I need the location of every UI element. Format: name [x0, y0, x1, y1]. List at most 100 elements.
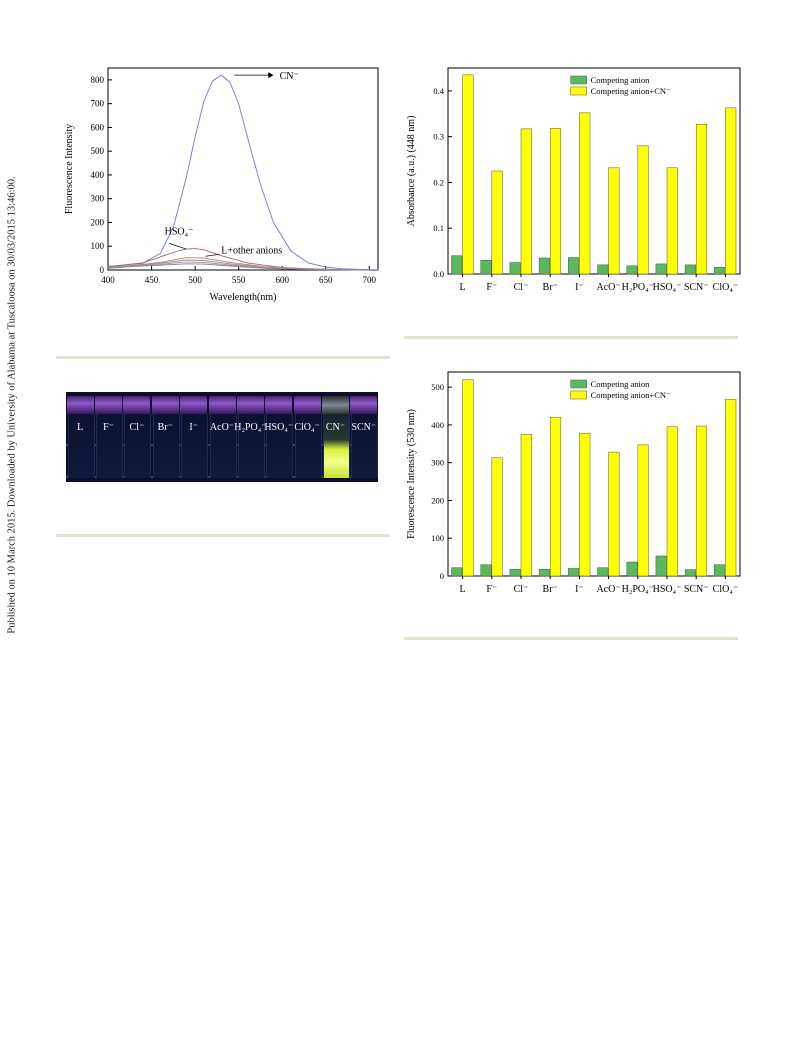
y-tick-label: 500: [91, 146, 105, 156]
bar: [626, 265, 638, 275]
bar: [597, 567, 609, 577]
bar: [451, 255, 463, 275]
bar: [480, 260, 492, 275]
fluorescence-spectrum-chart: 400 450 500 550 600 650 700 0 100 200 300 400 500 600…: [64, 67, 379, 303]
bar: [655, 263, 667, 275]
series-line: [107, 263, 370, 271]
vial-label: CN⁻: [325, 422, 346, 433]
legend-label: Competing anion: [591, 75, 651, 85]
bar: [666, 426, 678, 577]
y-tick-label: 200: [431, 495, 444, 505]
bar: [509, 262, 521, 275]
x-tick-label: 450: [145, 275, 159, 285]
legend-swatch: [570, 75, 587, 85]
x-tick-label: 550: [232, 275, 246, 285]
vial-label: AcO⁻: [209, 422, 235, 433]
bar: [655, 555, 667, 577]
arrowhead-icon: [268, 72, 274, 79]
y-tick-label: 0.1: [433, 223, 444, 233]
x-tick-label: HSO₄⁻: [653, 584, 682, 595]
x-tick-label: H₂PO₄⁻: [622, 282, 654, 293]
separator-rule: [404, 336, 738, 339]
vial-label: H₂PO₄⁻: [234, 422, 267, 433]
sidebar: Published on 10 March 2015. Downloaded b…: [0, 0, 24, 1039]
bar: [579, 432, 591, 577]
x-tick-label: SCN⁻: [684, 282, 709, 293]
x-tick-label: 500: [188, 275, 202, 285]
y-tick-label: 0.3: [433, 132, 444, 142]
y-tick-label: 800: [91, 75, 105, 85]
vial: [265, 396, 294, 480]
x-tick-label: F⁻: [486, 282, 497, 293]
vial-cap: [236, 396, 264, 414]
x-tick-label: L: [460, 282, 466, 293]
vial: [236, 396, 265, 480]
bar: [568, 257, 580, 275]
vial-glass: [67, 414, 95, 478]
x-tick-label: Br⁻: [543, 584, 558, 595]
legend-swatch: [570, 390, 587, 400]
vial-cap: [66, 396, 94, 414]
bar: [451, 567, 463, 577]
y-tick-label: 300: [431, 458, 444, 468]
separator-rule: [56, 356, 390, 359]
bar: [626, 561, 638, 577]
x-tick-label: ClO₄⁻: [713, 584, 738, 595]
bar: [538, 568, 550, 577]
bar: [520, 434, 532, 577]
plot-frame: [107, 67, 379, 271]
separator-rule: [56, 534, 390, 537]
bar: [725, 107, 737, 275]
vial-label: Br⁻: [157, 422, 173, 433]
absorbance-bar-chart: 0.0 0.1 0.2 0.3 0.4 Absorbance (a.u.) (448 nm…: [406, 67, 741, 293]
vial: [95, 396, 124, 480]
x-axis-label: Wavelength(nm): [210, 292, 277, 303]
y-tick-label: 100: [91, 241, 105, 251]
vial-label: ClO₄⁻: [294, 422, 320, 433]
y-tick-label: 0: [440, 571, 444, 581]
vial: [180, 396, 209, 480]
legend-label: Competing anion+CN⁻: [591, 390, 671, 400]
x-tick-label: Cl⁻: [514, 282, 529, 293]
vial: [208, 396, 237, 480]
vial-label: L: [77, 422, 84, 433]
vial-glass: [294, 414, 322, 478]
x-tick-label: Br⁻: [543, 282, 558, 293]
vial-photo: L F⁻ Cl⁻ Br⁻ I⁻ AcO⁻ H₂PO₄⁻ HSO₄⁻ ClO₄⁻ CN⁻ SCN⁻: [66, 392, 378, 482]
x-tick-label: I⁻: [575, 282, 584, 293]
y-tick-label: 600: [91, 122, 105, 132]
bar: [491, 457, 503, 577]
vial-cap: [151, 396, 179, 414]
series-line: [107, 74, 379, 271]
vial-cap: [321, 396, 349, 414]
vial-glass: [96, 414, 124, 478]
bar: [538, 257, 550, 275]
vial: [293, 396, 322, 480]
vial-glass: [237, 414, 265, 478]
x-tick-label: I⁻: [575, 584, 584, 595]
bar: [608, 451, 620, 577]
bar: [462, 74, 474, 275]
bar: [666, 167, 678, 275]
bar: [637, 145, 649, 275]
annotation-hso4: HSO₄⁻: [165, 226, 194, 237]
plot-frame: [447, 67, 741, 275]
vial-glass: [209, 414, 237, 478]
y-tick-label: 700: [91, 99, 105, 109]
x-tick-label: L: [460, 584, 466, 595]
x-tick-label: AcO⁻: [597, 282, 621, 293]
bar: [695, 124, 708, 275]
y-tick-label: 100: [431, 533, 444, 543]
bar: [509, 568, 521, 577]
separator-rule: [404, 637, 738, 640]
vial: [350, 396, 378, 480]
legend-label: Competing anion+CN⁻: [591, 86, 671, 96]
vial-glass: [181, 414, 209, 478]
vial: [123, 396, 152, 480]
fluorescence-bar-chart: 0 100 200 300 400 500 Fluorescence Intensity (…: [406, 371, 741, 595]
bar: [549, 128, 562, 275]
x-tick-label: ClO₄⁻: [713, 282, 738, 293]
vial-cap: [293, 396, 321, 414]
annotation-cn: CN⁻: [280, 71, 299, 82]
y-axis-label: Fluorescence Intensity (530 nm): [406, 409, 417, 539]
